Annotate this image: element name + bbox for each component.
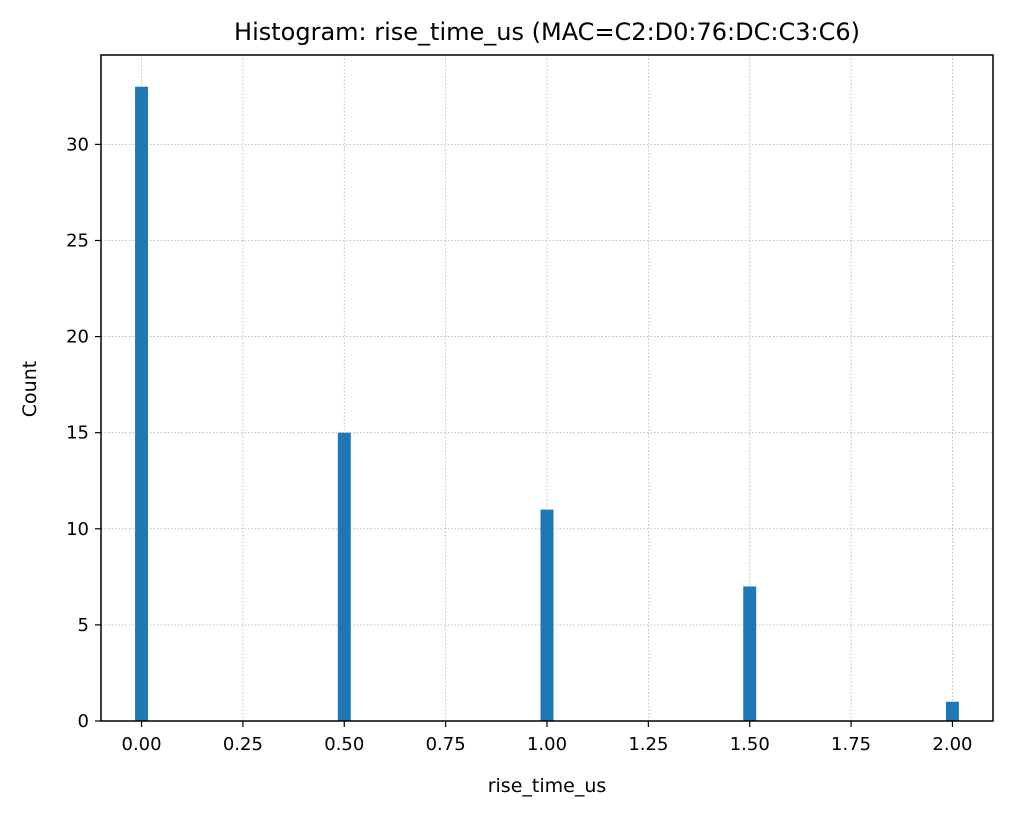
x-axis-ticks: 0.00 0.25 0.50 0.75 1.00 1.25 1.50 1.75 2.00 [122,721,972,755]
x-tick-label: 2.00 [932,734,972,755]
histogram-bar [135,86,149,721]
y-tick-label: 5 [78,615,89,636]
histogram-bar [337,432,351,721]
x-axis-label: rise_time_us [488,775,607,797]
y-tick-label: 25 [66,230,89,251]
x-tick-label: 1.00 [527,734,567,755]
y-tick-label: 0 [78,711,89,732]
x-tick-label: 0.25 [223,734,263,755]
histogram-bar [540,509,554,721]
y-tick-label: 20 [66,327,89,348]
bars [135,86,959,721]
x-tick-label: 1.75 [831,734,871,755]
x-tick-label: 0.00 [122,734,162,755]
chart-title: Histogram: rise_time_us (MAC=C2:D0:76:DC… [234,18,860,46]
x-tick-label: 0.75 [426,734,466,755]
y-tick-label: 15 [66,423,89,444]
x-tick-label: 0.50 [324,734,364,755]
x-tick-label: 1.50 [730,734,770,755]
y-tick-label: 10 [66,519,89,540]
x-tick-label: 1.25 [628,734,668,755]
histogram-bar [743,586,757,721]
y-tick-label: 30 [66,134,89,155]
y-axis-label: Count [19,361,41,417]
histogram-bar [945,701,959,721]
y-axis-ticks: 0 5 10 15 20 25 30 [66,134,101,732]
